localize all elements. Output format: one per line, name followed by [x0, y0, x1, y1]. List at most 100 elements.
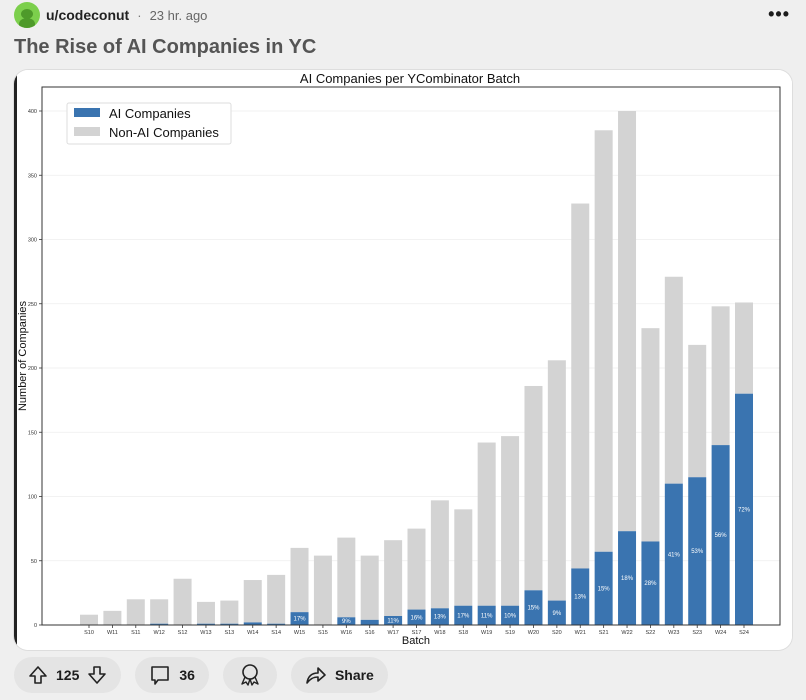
percent-label: 11%	[387, 619, 399, 625]
bar-ai	[150, 623, 169, 625]
x-tick-label: W23	[668, 630, 679, 636]
upvote-icon[interactable]	[28, 665, 48, 685]
more-options-button[interactable]: •••	[768, 4, 790, 24]
award-button[interactable]	[222, 657, 277, 693]
bar-non-ai	[103, 610, 122, 625]
bar-non-ai	[477, 442, 496, 606]
x-tick-label: W12	[154, 630, 165, 636]
bar-non-ai	[688, 344, 707, 478]
legend-swatch-ai	[74, 108, 100, 117]
bar-non-ai	[80, 614, 98, 625]
bar-ai	[407, 609, 426, 625]
post-image[interactable]: AI Companies per YCombinator Batch 17% 9%…	[14, 70, 792, 650]
percent-label: 15%	[527, 606, 540, 612]
x-tick-label: W22	[621, 630, 632, 636]
x-tick-label: W13	[200, 630, 211, 636]
percent-label: 72%	[738, 507, 751, 513]
bar-ai	[337, 617, 356, 625]
post-time: 23 hr. ago	[149, 7, 208, 23]
y-tick-label: 300	[28, 238, 37, 244]
chart: AI Companies per YCombinator Batch 17% 9%…	[14, 70, 792, 650]
bar-non-ai	[290, 547, 309, 613]
bar-ai	[454, 605, 473, 625]
x-tick-label: S15	[318, 630, 328, 636]
percent-label: 13%	[574, 595, 587, 601]
bar-non-ai	[313, 555, 332, 625]
bar-non-ai	[524, 385, 543, 591]
bar-non-ai	[173, 578, 192, 625]
bar-ai	[664, 483, 683, 625]
bar-ai	[547, 600, 566, 625]
x-tick-label: S11	[131, 630, 140, 636]
x-tick-label: S23	[692, 630, 702, 636]
bar-non-ai	[126, 599, 145, 625]
comment-count: 36	[179, 667, 195, 683]
separator: ·	[137, 7, 142, 23]
post-title[interactable]: The Rise of AI Companies in YC	[14, 36, 317, 58]
bar-non-ai	[360, 555, 379, 620]
y-tick-label: 400	[28, 109, 37, 115]
bar-non-ai	[594, 130, 613, 552]
x-tick-label: S21	[599, 630, 609, 636]
x-tick-label: S17	[412, 630, 422, 636]
percent-label: 28%	[644, 581, 657, 587]
share-button[interactable]: Share	[290, 657, 388, 693]
bar-non-ai	[571, 203, 590, 569]
x-tick-label: W18	[434, 630, 445, 636]
x-axis-label: Batch	[402, 635, 430, 647]
bar-ai	[594, 551, 613, 625]
bar-ai	[384, 616, 403, 625]
bar-non-ai	[618, 111, 637, 532]
x-tick-label: W15	[294, 630, 305, 636]
percent-label: 41%	[668, 552, 681, 558]
bar-non-ai	[547, 360, 566, 601]
x-tick-label: W11	[107, 630, 118, 636]
percent-label: 9%	[342, 619, 351, 625]
bar-non-ai	[267, 574, 286, 624]
bar-ai	[290, 612, 309, 625]
bar-ai	[524, 590, 543, 625]
avatar[interactable]	[14, 2, 40, 28]
bar-ai	[711, 445, 730, 625]
downvote-icon[interactable]	[87, 665, 107, 685]
x-tick-label: S14	[271, 630, 281, 636]
y-tick-label: 250	[28, 302, 37, 308]
x-tick-label: W14	[247, 630, 258, 636]
bar-ai	[735, 393, 753, 625]
x-tick-label: W21	[575, 630, 586, 636]
legend-swatch-non-ai	[74, 127, 100, 136]
username-link[interactable]: u/codeconut	[46, 7, 130, 23]
comments-button[interactable]: 36	[135, 657, 209, 693]
percent-label: 17%	[294, 617, 307, 623]
chart-title: AI Companies per YCombinator Batch	[300, 71, 520, 86]
y-tick-label: 350	[28, 173, 37, 179]
x-tick-label: W19	[481, 630, 492, 636]
bar-ai	[430, 608, 449, 625]
bar-non-ai	[196, 601, 215, 624]
x-tick-label: S20	[552, 630, 562, 636]
legend-label-non-ai: Non-AI Companies	[109, 125, 219, 140]
x-tick-label: S12	[178, 630, 188, 636]
y-tick-label: 0	[34, 623, 37, 629]
bar-non-ai	[501, 436, 520, 606]
comment-icon	[151, 666, 170, 685]
post-header: u/codeconut · 23 hr. ago	[14, 2, 207, 28]
percent-label: 13%	[434, 615, 447, 621]
bar-non-ai	[243, 580, 262, 623]
bar-non-ai	[711, 306, 730, 446]
percent-label: 53%	[691, 549, 704, 555]
bar-ai	[196, 623, 215, 625]
y-tick-label: 50	[31, 559, 37, 565]
percent-label: 56%	[715, 533, 728, 539]
bar-ai	[688, 477, 707, 625]
bar-non-ai	[220, 600, 239, 624]
x-tick-label: S13	[224, 630, 234, 636]
y-tick-label: 200	[28, 366, 37, 372]
percent-label: 16%	[410, 615, 423, 621]
percent-label: 18%	[621, 576, 634, 582]
percent-label: 10%	[504, 613, 517, 619]
bar-non-ai	[454, 509, 473, 606]
bar-non-ai	[407, 528, 426, 610]
x-tick-label: S18	[458, 630, 468, 636]
percent-label: 9%	[553, 611, 562, 617]
